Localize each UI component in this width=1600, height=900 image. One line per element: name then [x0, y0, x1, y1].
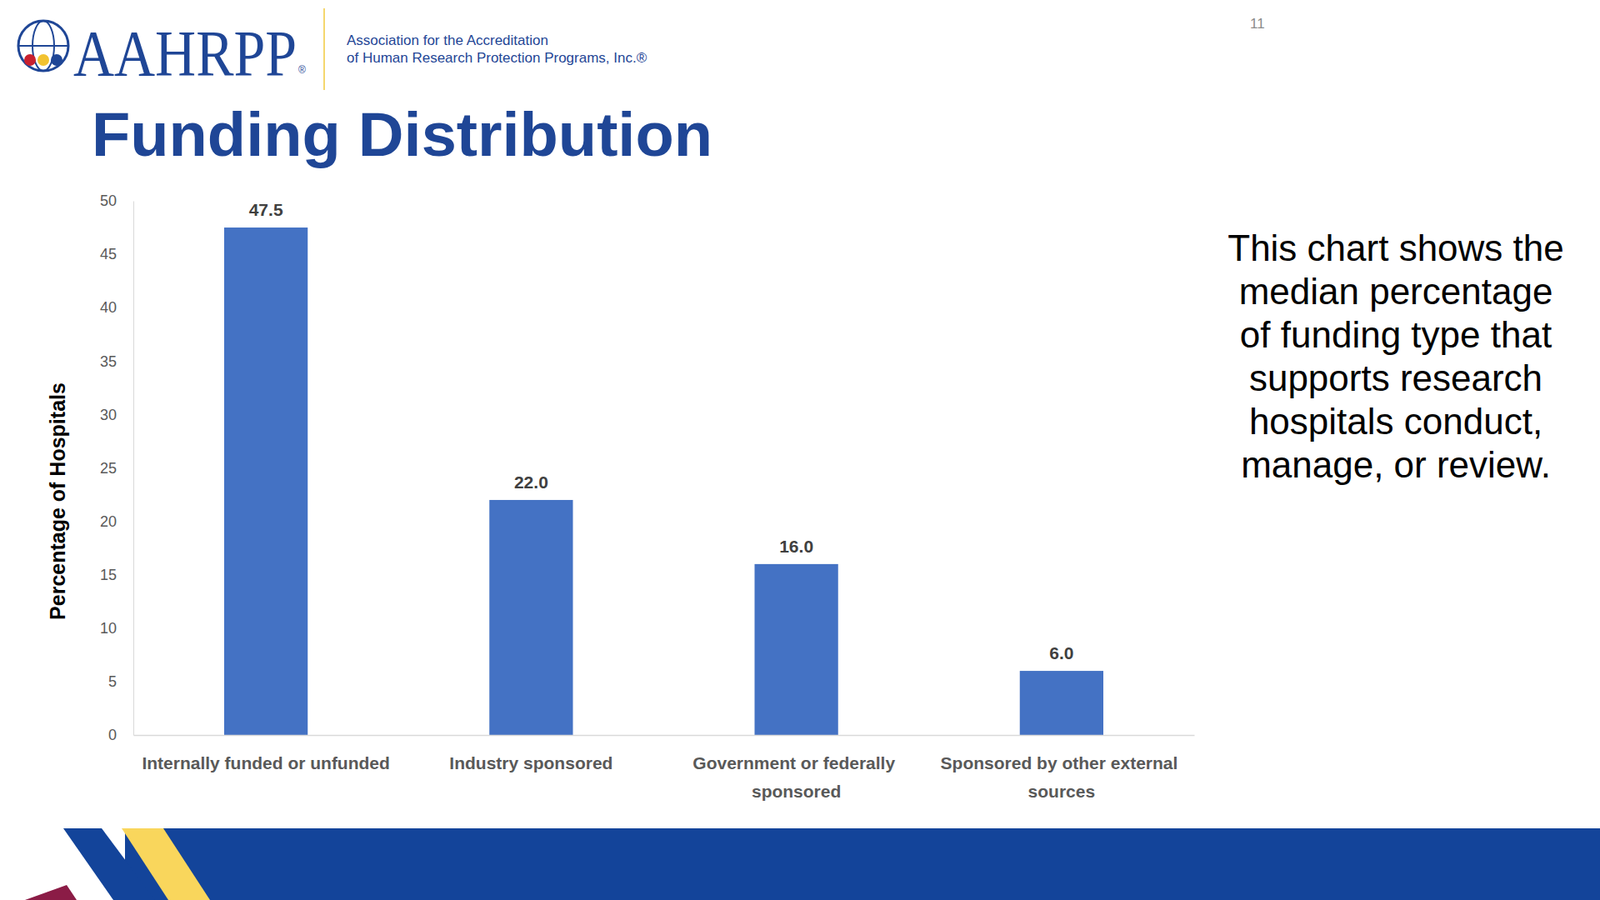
x-tick: Internally funded or unfunded — [141, 735, 390, 773]
y-tick-label: 20 — [100, 513, 117, 530]
y-tick: 5 — [108, 673, 134, 690]
header: AAHRPP® Association for the Accreditation… — [18, 8, 1265, 90]
logo-mark: ® — [298, 64, 306, 76]
y-tick-label: 40 — [100, 299, 117, 316]
y-axis-line — [133, 201, 135, 736]
logo-equator — [18, 45, 69, 47]
data-label: 6.0 — [1049, 643, 1074, 663]
x-tick-label-line: Sponsored by other external — [940, 753, 1184, 773]
bar — [224, 227, 308, 735]
y-tick-label: 0 — [108, 726, 117, 744]
logo-text: AAHRPP — [73, 16, 297, 90]
y-tick: 25 — [100, 460, 134, 477]
data-labels: 47.5 22.0 16.0 6.0 — [249, 200, 1075, 663]
y-tick: 15 — [100, 566, 134, 584]
y-tick-label: 50 — [100, 192, 117, 210]
x-tick-label: Sponsored by other external sources — [940, 753, 1184, 801]
logo-icon — [18, 20, 69, 71]
y-tick: 40 — [100, 299, 134, 316]
organization-name: of Human Research Protection Programs, I… — [346, 50, 648, 66]
x-tick: Sponsored by other external sources — [940, 735, 1184, 801]
bar — [1020, 670, 1104, 735]
y-tick-label: 30 — [100, 406, 117, 424]
logo-figure — [50, 54, 63, 66]
bars — [224, 227, 1104, 735]
y-tick: 10 — [100, 620, 134, 637]
y-tick-label: 5 — [108, 673, 117, 690]
y-axis-title: Percentage of Hospitals — [45, 382, 70, 620]
bar — [755, 564, 839, 735]
bar — [489, 500, 573, 735]
y-tick: 35 — [100, 353, 134, 370]
y-tick-label: 15 — [100, 566, 117, 584]
x-axis: Internally funded or unfunded Industry sp… — [134, 735, 1195, 801]
chart-title: Funding Distribution — [91, 100, 713, 170]
logo-separator — [323, 8, 325, 90]
x-tick-label: Government or federally sponsored — [692, 753, 900, 801]
y-axis: 0 5 10 15 20 25 30 35 40 45 50 — [100, 192, 135, 744]
y-tick-label: 25 — [100, 460, 117, 477]
page-number: 11 — [1250, 15, 1265, 32]
footer-chevron-yellow — [121, 828, 210, 900]
x-tick-label-line: Industry sponsored — [449, 753, 613, 773]
y-tick: 0 — [108, 726, 134, 744]
footer-triangle — [25, 885, 77, 900]
x-tick-label-line: sponsored — [751, 781, 841, 801]
data-label: 47.5 — [249, 200, 284, 220]
x-tick-label-line: Government or federally — [692, 753, 900, 773]
x-tick: Government or federally sponsored — [692, 735, 900, 801]
organization-name: Association for the Accreditation — [346, 32, 549, 49]
y-tick: 45 — [100, 245, 134, 263]
logo-figure — [37, 54, 50, 66]
footer-banner — [25, 828, 1600, 900]
y-tick: 50 — [100, 192, 134, 210]
x-tick-label: Industry sponsored — [449, 753, 613, 773]
logo-globe — [18, 20, 69, 71]
y-tick: 20 — [100, 513, 134, 530]
y-tick-label: 35 — [100, 353, 117, 370]
x-tick-label-line: Internally funded or unfunded — [141, 753, 390, 773]
y-tick-label: 10 — [100, 620, 117, 637]
x-tick-label-line: sources — [1028, 781, 1096, 801]
data-label: 22.0 — [514, 472, 549, 492]
footer-band — [125, 828, 1600, 900]
x-tick: Industry sponsored — [449, 735, 613, 773]
y-tick: 30 — [100, 406, 134, 424]
x-tick-label: Internally funded or unfunded — [141, 753, 390, 773]
logo-figure — [24, 54, 36, 66]
data-label: 16.0 — [779, 536, 814, 556]
x-axis-line — [134, 735, 1195, 737]
y-tick-label: 45 — [100, 245, 117, 263]
annotation: This chart shows the median percentage o… — [1220, 226, 1571, 487]
